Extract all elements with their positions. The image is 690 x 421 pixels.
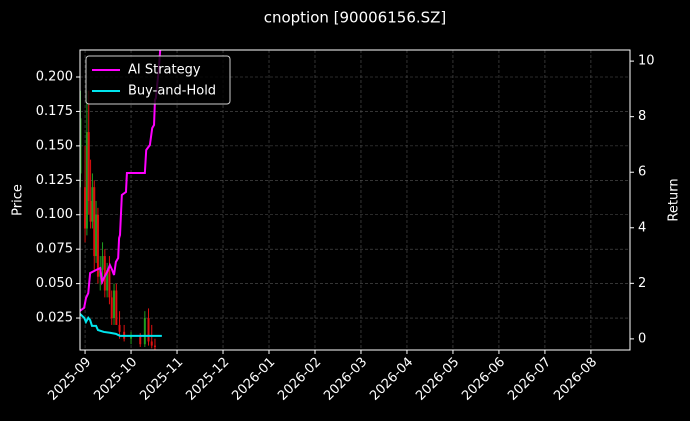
candle-body	[103, 256, 106, 291]
candle-body	[143, 318, 146, 345]
candle-body	[101, 256, 104, 270]
axes-frame	[79, 49, 631, 351]
candle-body	[115, 290, 118, 325]
y2-tick-label: 2	[638, 276, 646, 291]
y-tick-label: 0.200	[36, 69, 73, 84]
candle-body	[84, 187, 87, 229]
y2-axis-label: Return	[667, 178, 682, 221]
candle-body	[106, 269, 109, 291]
line-series	[80, 313, 162, 337]
line-series	[80, 50, 162, 312]
y-tick-label: 0.175	[36, 104, 73, 119]
legend-label: Buy-and-Hold	[128, 84, 216, 99]
candle-body	[89, 200, 92, 222]
candle-body	[91, 187, 94, 222]
y-axis-label: Price	[11, 184, 26, 216]
candle-body	[95, 214, 98, 257]
candle-body	[113, 290, 116, 319]
candle-body	[108, 269, 111, 298]
y-tick-label: 0.050	[36, 276, 73, 291]
legend-box	[85, 55, 231, 105]
candle-body	[118, 324, 121, 332]
chart-title: cnoption [90006156.SZ]	[264, 9, 447, 27]
candle-body	[85, 132, 88, 229]
candle-body	[110, 297, 113, 319]
y-tick-label: 0.025	[36, 311, 73, 326]
y-tick-label: 0.075	[36, 242, 73, 257]
y2-tick-label: 6	[638, 165, 646, 180]
y2-tick-label: 10	[638, 54, 655, 69]
y-tick-label: 0.150	[36, 138, 73, 153]
y-tick-label: 0.100	[36, 207, 73, 222]
plot-area	[80, 50, 162, 350]
candle-body	[96, 214, 99, 277]
candle-body	[147, 318, 150, 342]
y2-tick-label: 4	[638, 220, 646, 235]
candle-body	[150, 341, 153, 346]
candle-body	[139, 335, 142, 345]
y2-tick-label: 0	[638, 331, 646, 346]
y2-tick-label: 8	[638, 109, 646, 124]
legend-label: AI Strategy	[128, 63, 201, 78]
candle-body	[93, 187, 96, 257]
candle-body	[153, 345, 156, 347]
candle-body	[130, 335, 133, 339]
candle-body	[87, 132, 90, 201]
candle-body	[80, 118, 82, 174]
y-tick-label: 0.125	[36, 173, 73, 188]
